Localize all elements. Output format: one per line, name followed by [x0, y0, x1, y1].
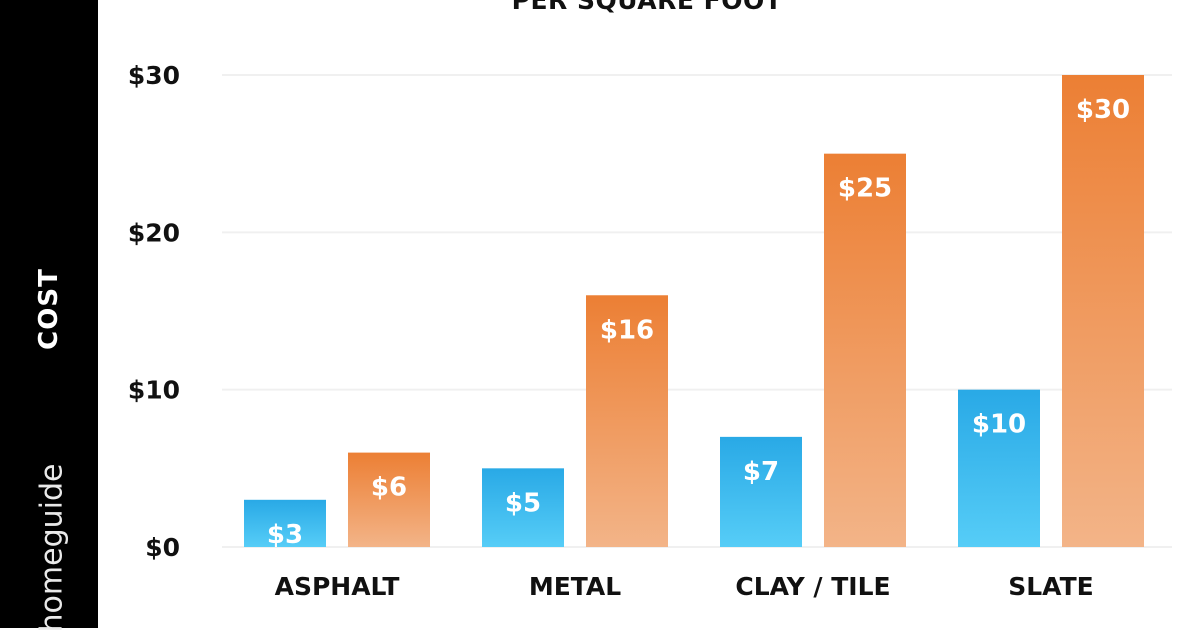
bar	[586, 295, 668, 547]
bars: $3 $6 $5 $16 $7 $25 $10 $30	[244, 75, 1144, 550]
y-tick-label: $10	[128, 376, 180, 405]
x-category-label: SLATE	[1008, 572, 1093, 601]
bar-value-label: $16	[600, 315, 654, 345]
bar-value-label: $25	[838, 174, 892, 204]
bar	[482, 468, 564, 547]
bar	[824, 153, 906, 547]
sidebar: COST homeguide	[0, 0, 98, 632]
x-category-label: CLAY / TILE	[735, 572, 890, 601]
bar-value-label: $6	[371, 473, 407, 503]
bar	[244, 499, 326, 547]
x-category-label: METAL	[529, 572, 621, 601]
bar-value-label: $3	[267, 520, 303, 550]
y-axis-ticks: $0 $10 $20 $30	[128, 61, 180, 562]
bar-value-label: $7	[743, 457, 779, 487]
y-tick-label: $30	[128, 61, 180, 90]
y-tick-label: $0	[145, 533, 180, 562]
x-axis-categories: ASPHALT METAL CLAY / TILE SLATE	[275, 572, 1094, 601]
bar	[1062, 75, 1144, 547]
bar	[720, 436, 802, 547]
bar-value-label: $10	[972, 410, 1026, 440]
bar-value-label: $30	[1076, 95, 1130, 125]
bar	[958, 389, 1040, 547]
x-category-label: ASPHALT	[275, 572, 400, 601]
chart-title: PER SQUARE FOOT	[511, 0, 783, 15]
bar-value-label: $5	[505, 488, 541, 518]
y-tick-label: $20	[128, 218, 180, 247]
bar	[348, 452, 430, 547]
